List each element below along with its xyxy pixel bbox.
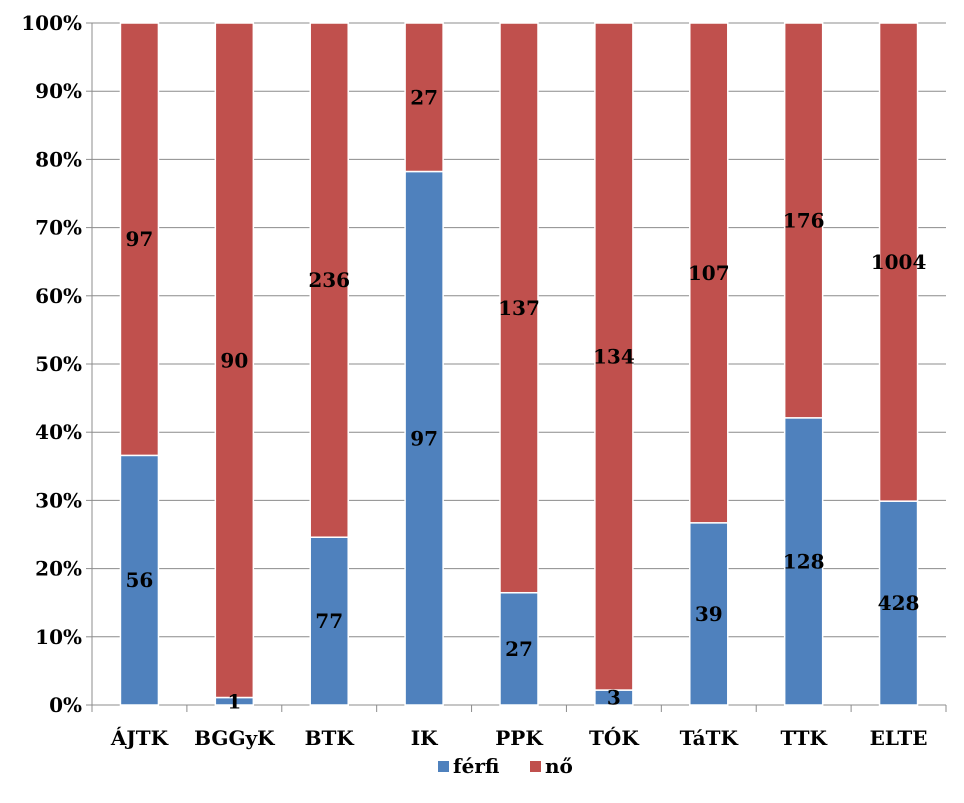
category-label: IK <box>411 726 438 750</box>
data-label: 428 <box>878 591 920 615</box>
data-label: 107 <box>688 261 730 285</box>
bars <box>119 22 919 706</box>
y-tick-label: 90% <box>35 79 82 103</box>
y-tick-label: 60% <box>35 284 82 308</box>
y-tick-label: 70% <box>35 216 82 240</box>
data-label: 1 <box>227 689 241 713</box>
data-label: 39 <box>695 602 723 626</box>
data-label: 176 <box>783 208 825 232</box>
data-label: 97 <box>410 426 438 450</box>
bar-segment-férfi-ÁJTK <box>119 454 160 706</box>
category-label: TTK <box>780 726 827 750</box>
data-label: 3 <box>607 686 621 710</box>
bar-segment-nő-PPK <box>499 22 539 594</box>
category-label: TáTK <box>680 726 739 750</box>
data-label: 56 <box>126 568 154 592</box>
data-label: 1004 <box>871 250 927 274</box>
bar-segment-férfi-BTK <box>309 536 349 706</box>
category-label: TÓK <box>589 725 639 750</box>
y-axis-tick-labels: 0% 10% 20% 30% 40% 50% 60% 70% 80% 90% 100% <box>21 11 82 717</box>
category-label: BTK <box>305 726 355 750</box>
y-tick-label: 20% <box>35 557 82 581</box>
y-tick-label: 0% <box>49 693 82 717</box>
bar-segment-nő-TáTK <box>689 22 729 524</box>
bar-segment-férfi-TáTK <box>689 522 729 706</box>
data-labels: 56 97 1 90 77 236 97 27 27 137 3 134 39 107 128 176 428 1… <box>126 85 927 713</box>
y-tick-label: 40% <box>35 420 82 444</box>
bar-segment-nő-BGGyK <box>214 22 255 699</box>
bar-segment-nő-IK <box>404 22 444 173</box>
y-tick-label: 80% <box>35 147 82 171</box>
data-label: 27 <box>505 637 533 661</box>
data-label: 236 <box>308 268 350 292</box>
y-tick-label: 10% <box>35 625 82 649</box>
data-label: 77 <box>315 609 343 633</box>
x-axis-category-labels: ÁJTK BGGyK BTK IK PPK TÓK TáTK TTK ELTE <box>110 725 928 750</box>
legend: férfi nő <box>438 754 573 778</box>
bar-segment-nő-TTK <box>783 22 824 419</box>
bar-segment-nő-BTK <box>309 22 349 538</box>
y-tick-label: 100% <box>21 11 82 35</box>
data-label: 128 <box>783 549 825 573</box>
y-tick-label: 30% <box>35 488 82 512</box>
legend-swatch <box>438 761 449 772</box>
legend-label: nő <box>545 754 573 778</box>
category-label: ÁJTK <box>110 726 169 750</box>
data-label: 134 <box>593 345 635 369</box>
data-label: 27 <box>410 85 438 109</box>
data-label: 137 <box>498 296 540 320</box>
y-tick-label: 50% <box>35 352 82 376</box>
category-label: BGGyK <box>194 726 275 750</box>
category-label: ELTE <box>870 726 928 750</box>
legend-swatch <box>530 761 541 772</box>
data-label: 97 <box>126 227 154 251</box>
bar-segment-nő-TÓK <box>594 22 634 691</box>
bar-segment-nő-ELTE <box>878 22 919 502</box>
bar-segment-nő-ÁJTK <box>119 22 160 457</box>
data-label: 90 <box>220 348 248 372</box>
category-label: PPK <box>495 726 543 750</box>
legend-label: férfi <box>453 754 500 778</box>
bar-segment-férfi-PPK <box>499 591 539 706</box>
